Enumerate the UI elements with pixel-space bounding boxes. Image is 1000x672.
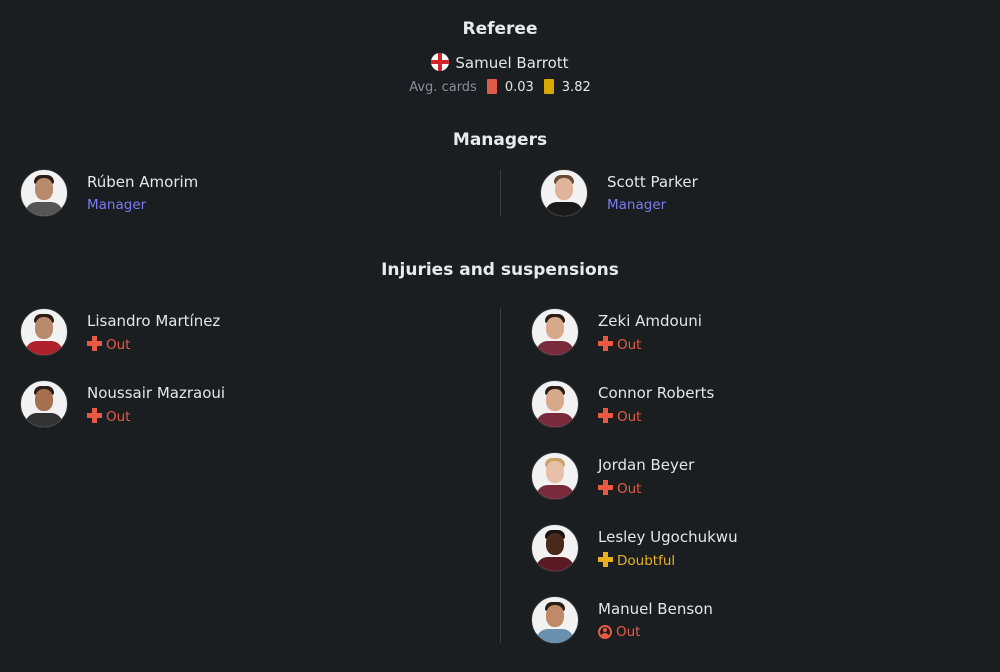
status-label: Out [106, 409, 131, 425]
yellow-card-icon [543, 79, 554, 94]
status-label: Out [106, 337, 131, 353]
avatar [531, 308, 579, 356]
player-status: Out [87, 408, 130, 425]
status-label: Out [616, 624, 641, 640]
player-name: Lesley Ugochukwu [598, 528, 738, 546]
avatar [540, 169, 588, 217]
player-name: Noussair Mazraoui [87, 384, 226, 402]
player-name: Connor Roberts [598, 384, 715, 402]
avatar [531, 452, 579, 500]
injury-plus-icon [87, 408, 102, 423]
referee-name-row: Samuel Barrott [0, 53, 1000, 72]
status-label: Out [617, 337, 642, 353]
player-status: Out [598, 480, 641, 497]
avatar [531, 596, 579, 644]
manager-role: Manager [607, 197, 667, 213]
red-card-icon [486, 79, 497, 94]
status-label: Out [617, 481, 642, 497]
manager-name: Rúben Amorim [87, 173, 199, 191]
injury-plus-icon [598, 480, 613, 495]
avatar [531, 380, 579, 428]
referee-name: Samuel Barrott [455, 54, 569, 72]
avg-cards-row: Avg. cards 0.03 3.82 [0, 79, 1000, 95]
avatar [20, 169, 68, 217]
injury-plus-icon [598, 408, 613, 423]
avatar [531, 524, 579, 572]
divider [500, 170, 501, 216]
divider [500, 308, 501, 643]
avatar [20, 308, 68, 356]
player-name: Jordan Beyer [598, 456, 695, 474]
status-label: Out [617, 409, 642, 425]
yellow-card-avg: 3.82 [561, 80, 591, 95]
player-status: Out [87, 336, 130, 353]
referee-heading: Referee [462, 19, 538, 39]
avatar [20, 380, 68, 428]
injuries-heading: Injuries and suspensions [381, 260, 619, 280]
player-status: Out [598, 336, 641, 353]
manager-role: Manager [87, 197, 147, 213]
status-label: Doubtful [617, 553, 676, 569]
manager-name: Scott Parker [607, 173, 698, 191]
england-flag-icon [431, 53, 450, 71]
player-name: Manuel Benson [598, 600, 713, 618]
managers-heading: Managers [452, 130, 548, 150]
avg-cards-label: Avg. cards [409, 80, 477, 95]
person-absent-icon [598, 625, 612, 639]
player-name: Lisandro Martínez [87, 312, 221, 330]
player-status: Doubtful [598, 552, 675, 569]
player-status: Out [598, 624, 640, 640]
injury-plus-icon [87, 336, 102, 351]
injury-plus-icon [598, 336, 613, 351]
player-name: Zeki Amdouni [598, 312, 702, 330]
red-card-avg: 0.03 [504, 80, 534, 95]
player-status: Out [598, 408, 641, 425]
doubtful-plus-icon [598, 552, 613, 567]
